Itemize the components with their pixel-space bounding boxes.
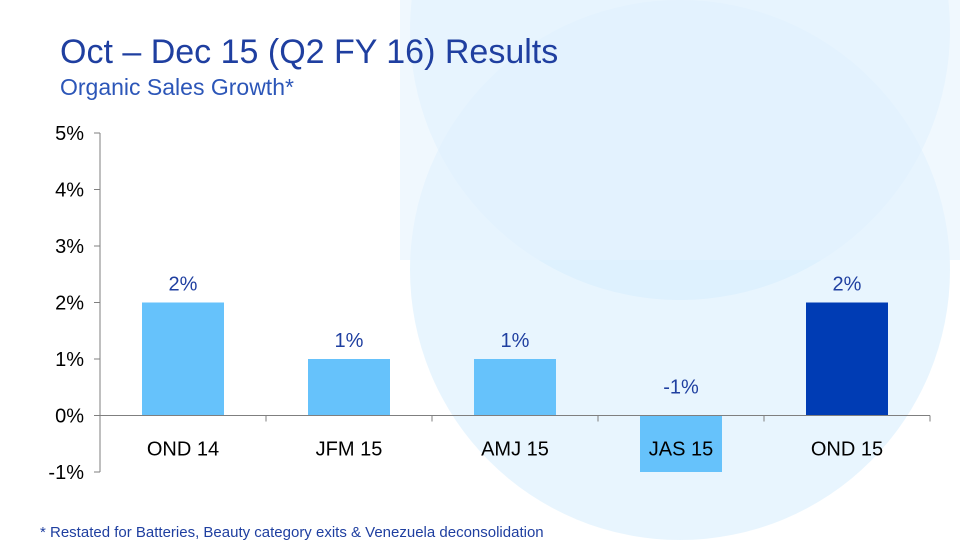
category-label: JFM 15	[316, 439, 383, 461]
slide-subtitle: Organic Sales Growth*	[60, 74, 294, 100]
y-tick-label: 3%	[55, 236, 84, 258]
bar	[640, 415, 722, 472]
bar	[806, 302, 888, 416]
data-label: 2%	[169, 274, 198, 296]
category-label: AMJ 15	[481, 439, 549, 461]
category-label: JAS 15	[649, 439, 713, 461]
y-tick-label: 5%	[55, 123, 84, 145]
bar	[308, 359, 390, 416]
y-tick-label: 4%	[55, 180, 84, 202]
bar	[142, 302, 224, 416]
category-label: OND 14	[147, 439, 219, 461]
data-label: 1%	[335, 330, 364, 352]
data-label: -1%	[663, 377, 699, 399]
data-label: 1%	[501, 330, 530, 352]
bg-band-right	[400, 0, 960, 260]
slide-title: Oct – Dec 15 (Q2 FY 16) Results	[60, 33, 559, 71]
y-tick-label: 0%	[55, 406, 84, 428]
y-tick-label: 2%	[55, 293, 84, 315]
bar	[474, 359, 556, 416]
y-tick-label: -1%	[48, 462, 84, 484]
y-tick-label: 1%	[55, 349, 84, 371]
category-label: OND 15	[811, 439, 883, 461]
data-label: 2%	[833, 274, 862, 296]
footnote: * Restated for Batteries, Beauty categor…	[40, 524, 544, 541]
